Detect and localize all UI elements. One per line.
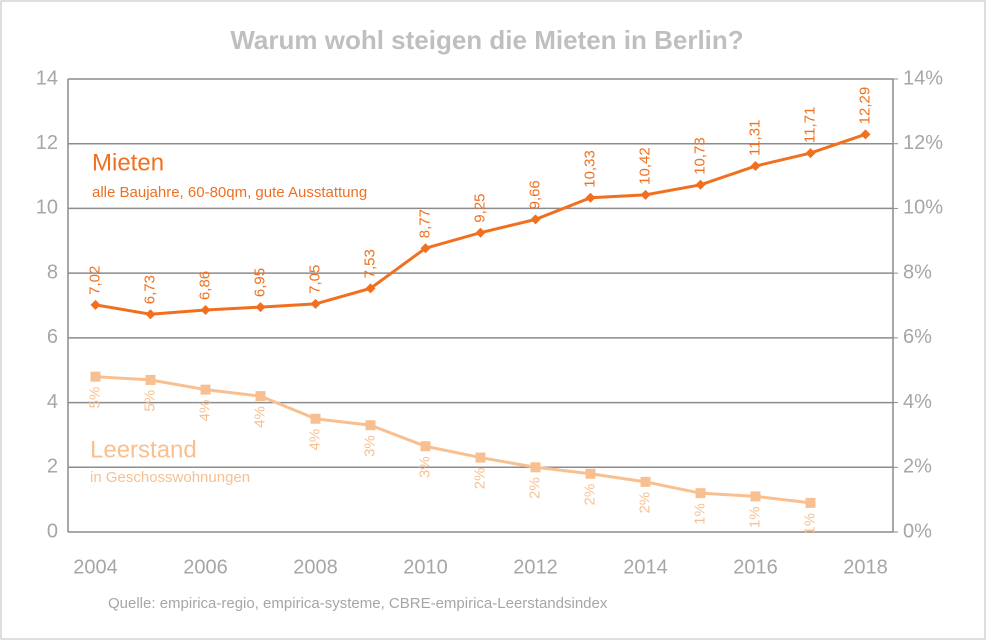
y2-tick-label: 6% bbox=[903, 326, 932, 348]
marker bbox=[145, 374, 156, 385]
x-tick-label: 2012 bbox=[513, 556, 558, 578]
marker bbox=[805, 497, 816, 508]
marker bbox=[860, 129, 871, 140]
x-tick-label: 2006 bbox=[183, 556, 228, 578]
data-label: 5% bbox=[86, 387, 103, 409]
data-label: 2% bbox=[581, 484, 598, 506]
data-label: 6,95 bbox=[251, 268, 268, 297]
data-label: 7,02 bbox=[86, 266, 103, 295]
y-tick-label: 6 bbox=[47, 326, 58, 348]
data-label: 10,33 bbox=[581, 150, 598, 188]
data-label: 1% bbox=[746, 506, 763, 528]
marker bbox=[640, 189, 651, 200]
y2-tick-label: 2% bbox=[903, 456, 932, 478]
y2-tick-label: 14% bbox=[903, 67, 943, 89]
y2-tick-label: 12% bbox=[903, 132, 943, 154]
y-tick-label: 12 bbox=[36, 132, 58, 154]
marker bbox=[420, 441, 431, 452]
x-tick-label: 2010 bbox=[403, 556, 448, 578]
y2-tick-label: 4% bbox=[903, 391, 932, 413]
series-line bbox=[95, 375, 811, 505]
marker bbox=[695, 488, 706, 499]
source: Quelle: empirica-regio, empirica-systeme… bbox=[108, 595, 608, 612]
x-tick-label: 2008 bbox=[293, 556, 338, 578]
marker bbox=[310, 298, 321, 309]
marker bbox=[200, 384, 211, 395]
marker bbox=[475, 452, 486, 463]
data-label: 2% bbox=[636, 492, 653, 514]
data-label: 10,42 bbox=[636, 147, 653, 185]
marker bbox=[255, 391, 266, 402]
data-label: 2% bbox=[471, 468, 488, 490]
legend-label: Mieten bbox=[92, 149, 164, 176]
marker bbox=[145, 309, 156, 320]
marker bbox=[200, 305, 211, 316]
annotation: alle Baujahre, 60-80qm, gute Ausstattung bbox=[92, 184, 367, 201]
marker bbox=[750, 491, 761, 502]
y-tick-label: 14 bbox=[36, 67, 58, 89]
data-label: 2% bbox=[526, 477, 543, 499]
data-label: 12,29 bbox=[856, 87, 873, 125]
y-tick-label: 10 bbox=[36, 197, 58, 219]
marker bbox=[420, 243, 431, 254]
x-tick-label: 2004 bbox=[73, 556, 118, 578]
data-label: 1% bbox=[691, 503, 708, 525]
y-tick-label: 8 bbox=[47, 261, 58, 283]
marker bbox=[750, 161, 761, 172]
data-label: 3% bbox=[416, 456, 433, 478]
data-label: 7,05 bbox=[306, 265, 323, 294]
marker bbox=[365, 283, 376, 294]
marker bbox=[530, 462, 541, 473]
marker bbox=[475, 227, 486, 238]
marker bbox=[90, 299, 101, 310]
y2-tick-label: 0% bbox=[903, 520, 932, 542]
data-label: 11,71 bbox=[801, 107, 818, 143]
legend-label: Leerstand bbox=[90, 436, 197, 463]
x-tick-label: 2016 bbox=[733, 556, 778, 578]
marker bbox=[365, 420, 376, 431]
data-label: 4% bbox=[251, 406, 268, 428]
marker bbox=[805, 148, 816, 159]
data-label: 1% bbox=[801, 513, 818, 535]
data-label: 4% bbox=[306, 429, 323, 451]
y-tick-label: 0 bbox=[47, 520, 58, 542]
data-label: 4% bbox=[196, 400, 213, 422]
y-tick-label: 2 bbox=[47, 456, 58, 478]
marker bbox=[585, 192, 596, 203]
data-label: 6,86 bbox=[196, 271, 213, 300]
data-label: 7,53 bbox=[361, 249, 378, 278]
data-label: 9,25 bbox=[471, 193, 488, 222]
data-label: 10,73 bbox=[691, 137, 708, 175]
annotation: in Geschosswohnungen bbox=[90, 469, 250, 486]
marker bbox=[255, 302, 266, 313]
x-tick-label: 2018 bbox=[843, 556, 888, 578]
marker bbox=[585, 468, 596, 479]
data-label: 8,77 bbox=[416, 209, 433, 238]
marker bbox=[695, 179, 706, 190]
data-label: 11,31 bbox=[746, 120, 763, 156]
y2-tick-label: 10% bbox=[903, 197, 943, 219]
y2-tick-label: 8% bbox=[903, 261, 932, 283]
marker bbox=[640, 476, 651, 487]
marker bbox=[90, 371, 101, 382]
data-label: 6,73 bbox=[141, 275, 158, 304]
data-label: 5% bbox=[141, 390, 158, 412]
data-label: 9,66 bbox=[526, 180, 543, 209]
marker bbox=[530, 214, 541, 225]
marker bbox=[310, 413, 321, 424]
chart-title: Warum wohl steigen die Mieten in Berlin? bbox=[230, 25, 743, 55]
data-label: 3% bbox=[361, 435, 378, 457]
x-tick-label: 2014 bbox=[623, 556, 668, 578]
y-tick-label: 4 bbox=[47, 391, 58, 413]
